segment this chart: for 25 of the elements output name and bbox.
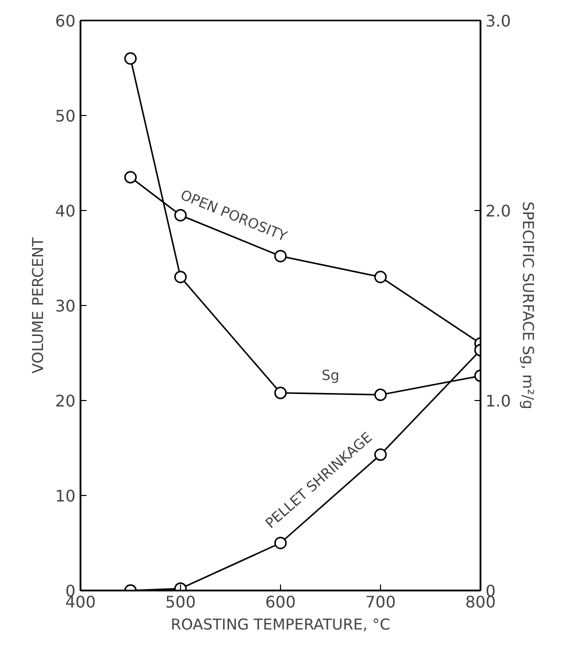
y-tick-label: 50 <box>55 106 76 126</box>
point <box>374 270 387 284</box>
point <box>174 270 187 284</box>
x-tick-label: 700 <box>365 592 396 612</box>
point <box>124 171 137 184</box>
point <box>274 536 287 550</box>
x-axis-title: ROASTING TEMPERATURE, °C <box>170 616 390 634</box>
x-tick-label: 500 <box>165 592 196 612</box>
point <box>374 448 387 461</box>
y-axis-title: VOLUME PERCENT <box>29 236 48 374</box>
y-tick-label: 40 <box>55 202 76 220</box>
point <box>374 388 387 402</box>
y-tick-label: 20 <box>55 392 76 410</box>
y-tick-label: 10 <box>55 486 76 506</box>
series-label: Sg <box>322 368 340 384</box>
y2-axis-title: SPECIFIC SURFACE Sg, m²/g <box>518 202 537 410</box>
y-tick-label: 30 <box>55 296 76 316</box>
point <box>124 52 137 65</box>
y2-tick-label: 3.0 <box>486 12 511 30</box>
y-tick-label: 60 <box>55 12 76 30</box>
y2-tick-label: 1.0 <box>486 392 511 410</box>
x-tick-label: 600 <box>265 592 296 612</box>
y2-tick-label: 2.0 <box>486 202 511 220</box>
point <box>274 250 287 262</box>
point <box>274 386 287 400</box>
